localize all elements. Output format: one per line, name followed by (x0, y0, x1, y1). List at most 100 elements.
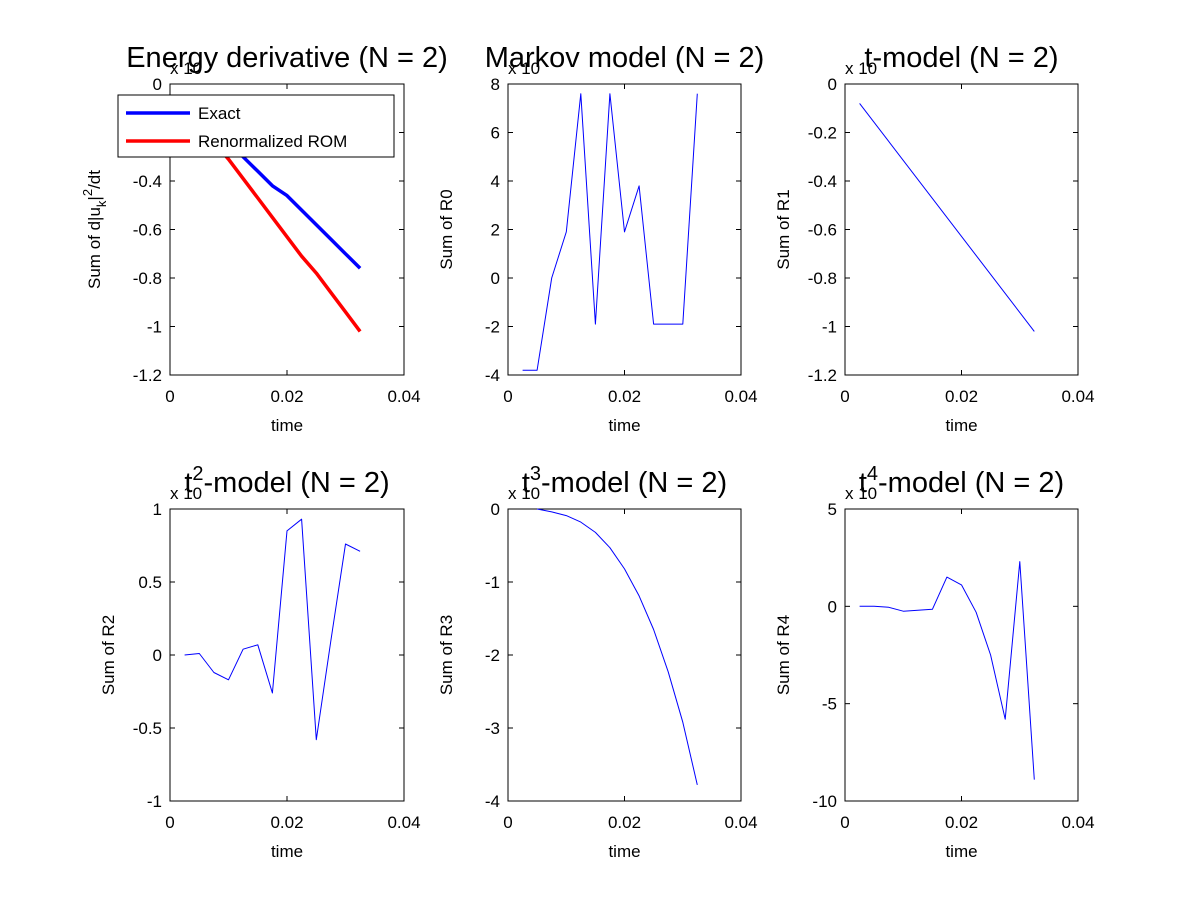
legend-entry: Renormalized ROM (198, 132, 347, 151)
y-tick-label: 5 (828, 500, 837, 519)
y-tick-label: -4 (485, 792, 500, 811)
x-tick-label: 0.04 (724, 813, 757, 832)
x-tick-label: 0.02 (608, 387, 641, 406)
y-axis-label: Sum of R4 (774, 615, 793, 695)
axis-multiplier: x 10 (170, 59, 202, 78)
y-tick-label: -0.6 (133, 221, 162, 240)
axes-box (507, 508, 742, 802)
x-axis-label: time (271, 416, 303, 435)
subplot-1: 00.020.04-1.2-1-0.8-0.6-0.4-0.20timeSum … (80, 42, 448, 435)
y-tick-label: 1 (153, 500, 162, 519)
x-tick-label: 0.04 (1061, 813, 1094, 832)
chart-title: t-model (N = 2) (864, 42, 1058, 74)
axis-multiplier: x 10 (170, 484, 202, 503)
subplot-4: 0 0.02 0.04 -1 -0.5 0 0.5 1 time Sum of R2 x 10t2-… (99, 463, 421, 861)
x-tick-label: 0 (840, 813, 849, 832)
legend-entry: Exact (198, 104, 241, 123)
x-tick-label: 0.04 (387, 387, 420, 406)
x-tick-label: 0.04 (724, 387, 757, 406)
y-axis-label-text: Sum of R0 (437, 189, 456, 269)
y-tick-label: -3 (485, 719, 500, 738)
y-tick-label: -2 (485, 318, 500, 337)
chart-title-superscript: 2 (192, 463, 203, 485)
subplot-3: 0 0.02 0.04 -1.2 -1 -0.8 -0.6 -0.4 -0.2 0 time Sum … (774, 42, 1095, 435)
y-axis-label-subscript: k (94, 200, 109, 207)
x-axis-label: time (945, 416, 977, 435)
x-tick-label: 0.04 (387, 813, 420, 832)
x-tick-label: 0.02 (945, 387, 978, 406)
series-line-1 (859, 103, 1035, 332)
y-tick-label: 0 (491, 269, 500, 288)
y-tick-label: -0.5 (133, 719, 162, 738)
axis-multiplier: x 10 (508, 59, 540, 78)
x-tick-label: 0 (165, 813, 174, 832)
y-axis-label-text: /dt (85, 170, 104, 189)
axis-multiplier: x 10 (845, 484, 877, 503)
y-tick-label: -1.2 (808, 366, 837, 385)
y-axis-label-superscript: 2 (80, 189, 95, 196)
series-line-1 (537, 508, 698, 786)
y-tick-label: -0.4 (808, 172, 837, 191)
y-tick-label: -1 (147, 792, 162, 811)
y-tick-label: 0.5 (138, 573, 162, 592)
y-tick-label: -2 (485, 646, 500, 665)
y-tick-label: 0 (491, 500, 500, 519)
y-tick-label: -4 (485, 366, 500, 385)
series-line-1 (859, 561, 1035, 780)
y-tick-label: 0 (828, 75, 837, 94)
chart-title-text: t-model (N = 2) (864, 42, 1058, 74)
chart-title: Markov model (N = 2) (485, 42, 765, 74)
y-axis-label-text: Sum of d|u (85, 207, 104, 289)
x-tick-label: 0.02 (270, 813, 303, 832)
x-axis-label: time (608, 416, 640, 435)
series-line-1 (522, 93, 698, 371)
axes-box (844, 83, 1079, 376)
x-tick-label: 0.02 (608, 813, 641, 832)
subplot-2: 0 0.02 0.04 -4 -2 0 2 4 6 8 time Sum of R0 x 10Marko… (437, 42, 764, 435)
chart-title-text: -model (N = 2) (878, 467, 1064, 499)
y-axis-label-text: Sum of R2 (99, 615, 118, 695)
x-axis-label: time (945, 842, 977, 861)
subplot-6: 0 0.02 0.04 -10 -5 0 5 time Sum of R4 x 10t4-mode… (774, 463, 1095, 861)
y-tick-label: 4 (491, 172, 500, 191)
y-tick-label: -1 (485, 573, 500, 592)
y-tick-label: -10 (812, 792, 837, 811)
y-axis-label-text: Sum of R1 (774, 189, 793, 269)
chart-title: Energy derivative (N = 2) (126, 42, 448, 74)
y-tick-label: 0 (828, 597, 837, 616)
y-tick-label: 8 (491, 75, 500, 94)
chart-title: t2-model (N = 2) (184, 463, 389, 499)
y-tick-label: -0.2 (808, 124, 837, 143)
chart-title-text: -model (N = 2) (204, 467, 390, 499)
x-tick-label: 0 (503, 387, 512, 406)
y-tick-label: -0.6 (808, 221, 837, 240)
x-tick-label: 0.04 (1061, 387, 1094, 406)
y-axis-label: Sum of R3 (437, 615, 456, 695)
axis-multiplier: x 10 (508, 484, 540, 503)
chart-title-superscript: 3 (530, 463, 541, 485)
chart-title-text: t (859, 467, 867, 499)
legend-box (117, 94, 395, 158)
y-axis-label-text: Sum of R4 (774, 615, 793, 695)
y-tick-label: -0.4 (133, 172, 162, 191)
y-tick-label: -1 (147, 318, 162, 337)
y-tick-label: -0.8 (808, 269, 837, 288)
y-tick-label: -1 (822, 318, 837, 337)
y-axis-label: Sum of d|uk|2/dt (80, 170, 109, 289)
x-axis-label: time (271, 842, 303, 861)
y-tick-label: 6 (491, 124, 500, 143)
x-tick-label: 0 (165, 387, 174, 406)
chart-title-text: Markov model (N = 2) (485, 42, 765, 74)
chart-title-text: Energy derivative (N = 2) (126, 42, 448, 74)
y-tick-label: -0.8 (133, 269, 162, 288)
chart-title: t4-model (N = 2) (859, 463, 1064, 499)
x-tick-label: 0 (840, 387, 849, 406)
y-tick-label: 0 (153, 75, 162, 94)
legend: Exact Renormalized ROM (117, 94, 395, 158)
series-line-1 (184, 518, 361, 741)
axes-box (169, 508, 405, 802)
axes-box (844, 508, 1079, 802)
x-tick-label: 0 (503, 813, 512, 832)
y-tick-label: -1.2 (133, 366, 162, 385)
